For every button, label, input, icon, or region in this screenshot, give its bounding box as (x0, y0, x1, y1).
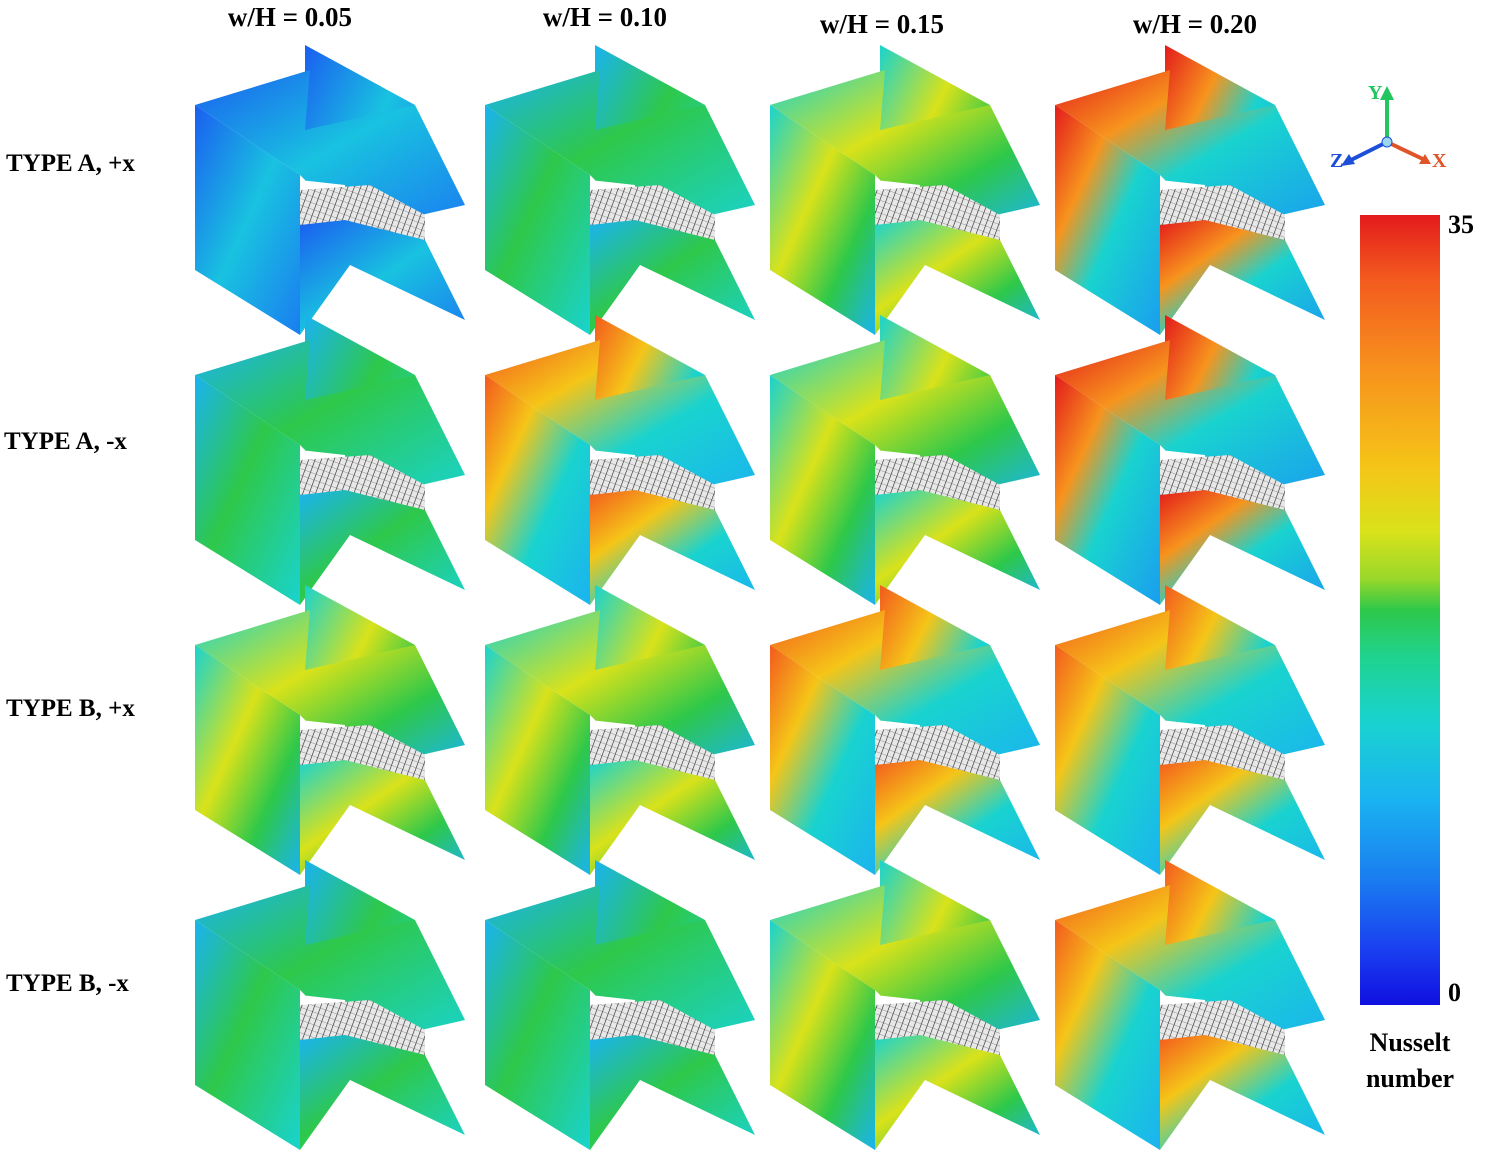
left-side-plate (195, 375, 300, 605)
contour-panel-r3-c3 (770, 585, 1040, 875)
top-plate (195, 340, 465, 500)
left-side-plate (1055, 375, 1160, 605)
row-label-type-a-plus-x: TYPE A, +x (6, 150, 135, 177)
contour-panel-r3-c2 (485, 585, 755, 875)
left-side-plate (195, 105, 300, 335)
bottom-plate (590, 760, 755, 875)
axis-triad (1341, 86, 1431, 166)
left-side-plate (770, 645, 875, 875)
top-plate (1055, 70, 1325, 230)
left-side-plate (485, 645, 590, 875)
bottom-plate (590, 1035, 755, 1150)
top-plate (770, 340, 1040, 500)
top-plate (1055, 340, 1325, 500)
bottom-plate (875, 760, 1040, 875)
top-plate (485, 885, 755, 1045)
bottom-plate (590, 490, 755, 605)
contour-panel-r2-c2 (485, 315, 755, 605)
left-side-plate (770, 920, 875, 1150)
colorbar-title-line1: Nusselt (1369, 1028, 1451, 1057)
x-axis-arrow (1386, 140, 1426, 162)
top-plate (195, 610, 465, 770)
top-plate (485, 610, 755, 770)
left-side-plate (1055, 920, 1160, 1150)
left-side-plate (770, 105, 875, 335)
bottom-plate (875, 1035, 1040, 1150)
contour-panel-r2-c3 (770, 315, 1040, 605)
left-side-plate (485, 375, 590, 605)
contour-panel-r2-c4 (1055, 315, 1325, 605)
contour-panel-r3-c1 (195, 585, 465, 875)
contour-panel-r4-c3 (770, 860, 1040, 1150)
contour-panel-r4-c4 (1055, 860, 1325, 1150)
colorbar-title: Nusselt number (1345, 1025, 1475, 1097)
left-side-plate (485, 920, 590, 1150)
contour-panel-r1-c4 (1055, 45, 1325, 335)
x-axis-label: X (1432, 150, 1447, 172)
top-plate (195, 70, 465, 230)
colorbar-title-line2: number (1365, 1064, 1455, 1093)
top-plate (485, 70, 755, 230)
colorbar-min-label: 0 (1448, 978, 1461, 1007)
bottom-plate (1160, 760, 1325, 875)
left-side-plate (1055, 645, 1160, 875)
z-axis-arrow (1346, 140, 1388, 164)
top-plate (770, 70, 1040, 230)
y-axis-label: Y (1368, 82, 1383, 104)
bottom-plate (300, 490, 465, 605)
left-side-plate (1055, 105, 1160, 335)
top-plate (195, 885, 465, 1045)
contour-panel-r1-c1 (195, 45, 465, 335)
left-side-plate (195, 920, 300, 1150)
z-axis-arrowhead (1341, 154, 1355, 166)
contour-panel-r3-c4 (1055, 585, 1325, 875)
column-header-015: w/H = 0.15 (819, 9, 945, 39)
colorbar-max-label: 35 (1448, 210, 1474, 239)
contour-panel-r1-c3 (770, 45, 1040, 335)
axis-origin (1381, 136, 1393, 148)
top-plate (770, 885, 1040, 1045)
x-axis-arrowhead (1419, 154, 1431, 164)
bottom-plate (1160, 490, 1325, 605)
left-side-plate (770, 375, 875, 605)
top-plate (770, 610, 1040, 770)
bottom-plate (875, 490, 1040, 605)
left-side-plate (195, 645, 300, 875)
bottom-plate (590, 220, 755, 335)
contour-panel-r1-c2 (485, 45, 755, 335)
bottom-plate (1160, 1035, 1325, 1150)
contour-panel-r4-c2 (485, 860, 755, 1150)
top-plate (1055, 885, 1325, 1045)
row-label-type-a-minus-x: TYPE A, -x (4, 428, 127, 455)
bottom-plate (300, 1035, 465, 1150)
column-header-020: w/H = 0.20 (1132, 9, 1258, 39)
bottom-plate (300, 760, 465, 875)
top-plate (485, 340, 755, 500)
z-axis-label: Z (1330, 150, 1344, 172)
row-label-type-b-plus-x: TYPE B, +x (6, 695, 135, 722)
bottom-plate (300, 220, 465, 335)
row-label-type-b-minus-x: TYPE B, -x (6, 970, 129, 997)
y-axis-arrowhead (1380, 86, 1394, 100)
column-header-010: w/H = 0.10 (542, 2, 668, 32)
left-side-plate (485, 105, 590, 335)
contour-panel-r2-c1 (195, 315, 465, 605)
bottom-plate (1160, 220, 1325, 335)
top-plate (1055, 610, 1325, 770)
column-header-005: w/H = 0.05 (227, 2, 353, 32)
bottom-plate (875, 220, 1040, 335)
contour-panel-r4-c1 (195, 860, 465, 1150)
nusselt-colorbar (1360, 215, 1440, 1005)
